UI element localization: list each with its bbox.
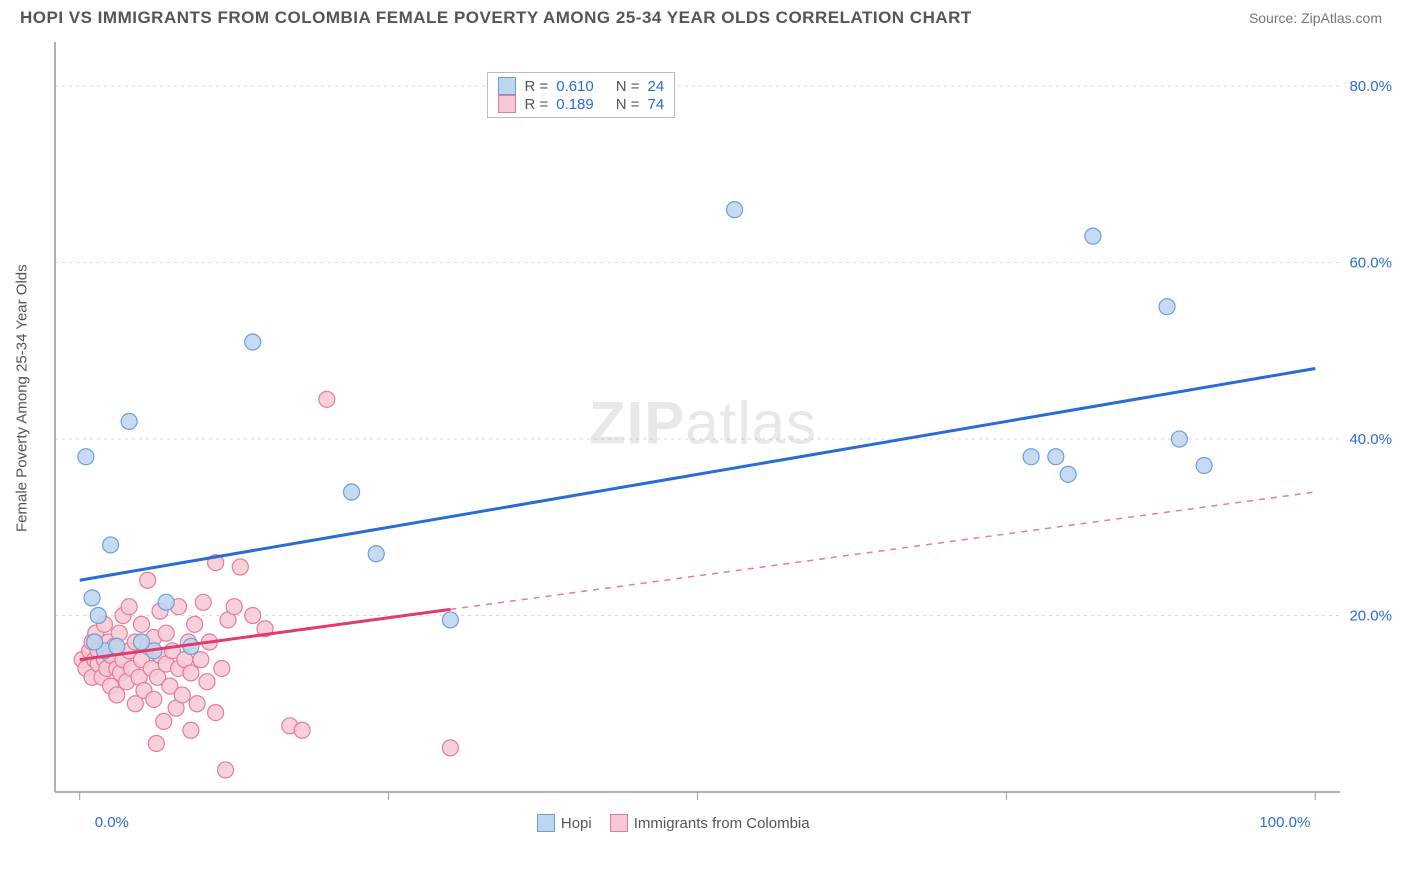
data-point xyxy=(158,594,174,610)
data-point xyxy=(214,660,230,676)
data-point xyxy=(319,391,335,407)
data-point xyxy=(121,599,137,615)
data-point xyxy=(344,484,360,500)
chart-title: HOPI VS IMMIGRANTS FROM COLOMBIA FEMALE … xyxy=(20,8,972,28)
legend-n-label: N = xyxy=(616,78,640,95)
data-point xyxy=(84,590,100,606)
data-point xyxy=(1060,466,1076,482)
data-point xyxy=(232,559,248,575)
y-axis-title: Female Poverty Among 25-34 Year Olds xyxy=(14,264,31,532)
legend-swatch xyxy=(498,77,516,95)
data-point xyxy=(1159,299,1175,315)
data-point xyxy=(174,687,190,703)
data-point xyxy=(140,572,156,588)
data-point xyxy=(195,594,211,610)
data-point xyxy=(133,616,149,632)
data-point xyxy=(1023,449,1039,465)
data-point xyxy=(1048,449,1064,465)
source-attribution: Source: ZipAtlas.com xyxy=(1249,10,1382,26)
legend-label: Hopi xyxy=(561,815,592,832)
data-point xyxy=(109,687,125,703)
x-tick-label: 100.0% xyxy=(1259,814,1310,831)
data-point xyxy=(1085,228,1101,244)
y-tick-label: 80.0% xyxy=(1349,78,1392,95)
data-point xyxy=(727,202,743,218)
legend-swatch xyxy=(610,814,628,832)
data-point xyxy=(193,652,209,668)
data-point xyxy=(189,696,205,712)
legend-n-label: N = xyxy=(616,96,640,113)
data-point xyxy=(146,691,162,707)
data-point xyxy=(183,722,199,738)
legend-item: Immigrants from Colombia xyxy=(610,814,810,832)
data-point xyxy=(121,413,137,429)
data-point xyxy=(187,616,203,632)
legend-r-value: 0.189 xyxy=(556,96,594,113)
data-point xyxy=(87,634,103,650)
data-point xyxy=(442,612,458,628)
data-point xyxy=(199,674,215,690)
data-point xyxy=(218,762,234,778)
legend-stats: R = 0.610 N = 24 R = 0.189 N = 74 xyxy=(487,72,675,118)
data-point xyxy=(442,740,458,756)
trend-line-dashed xyxy=(450,492,1315,609)
data-point xyxy=(109,638,125,654)
legend-swatch xyxy=(498,95,516,113)
legend-n-value: 24 xyxy=(648,78,665,95)
data-point xyxy=(78,449,94,465)
legend-stats-row: R = 0.189 N = 74 xyxy=(498,95,664,113)
legend-item: Hopi xyxy=(537,814,592,832)
legend-r-label: R = xyxy=(524,96,548,113)
data-point xyxy=(1171,431,1187,447)
y-tick-label: 20.0% xyxy=(1349,608,1392,625)
data-point xyxy=(226,599,242,615)
y-tick-label: 40.0% xyxy=(1349,431,1392,448)
data-point xyxy=(133,634,149,650)
data-point xyxy=(148,735,164,751)
data-point xyxy=(90,608,106,624)
legend-n-value: 74 xyxy=(648,96,665,113)
data-point xyxy=(245,334,261,350)
chart-area: ZIPatlas 20.0%40.0%60.0%80.0%0.0%100.0% … xyxy=(0,32,1406,882)
data-point xyxy=(183,665,199,681)
legend-stats-row: R = 0.610 N = 24 xyxy=(498,77,664,95)
data-point xyxy=(1196,458,1212,474)
data-point xyxy=(158,625,174,641)
data-point xyxy=(103,537,119,553)
data-point xyxy=(245,608,261,624)
legend-r-label: R = xyxy=(524,78,548,95)
legend-series: Hopi Immigrants from Colombia xyxy=(537,814,810,832)
scatter-plot: 20.0% 40.0% 60.0% 80.0% 0.0% 100.0% xyxy=(0,32,1406,852)
legend-swatch xyxy=(537,814,555,832)
data-point xyxy=(368,546,384,562)
y-tick-label: 60.0% xyxy=(1349,255,1392,272)
legend-r-value: 0.610 xyxy=(556,78,594,95)
trend-line xyxy=(80,368,1316,580)
data-point xyxy=(208,705,224,721)
data-point xyxy=(156,713,172,729)
data-point xyxy=(294,722,310,738)
legend-label: Immigrants from Colombia xyxy=(634,815,810,832)
x-tick-label: 0.0% xyxy=(95,814,129,831)
